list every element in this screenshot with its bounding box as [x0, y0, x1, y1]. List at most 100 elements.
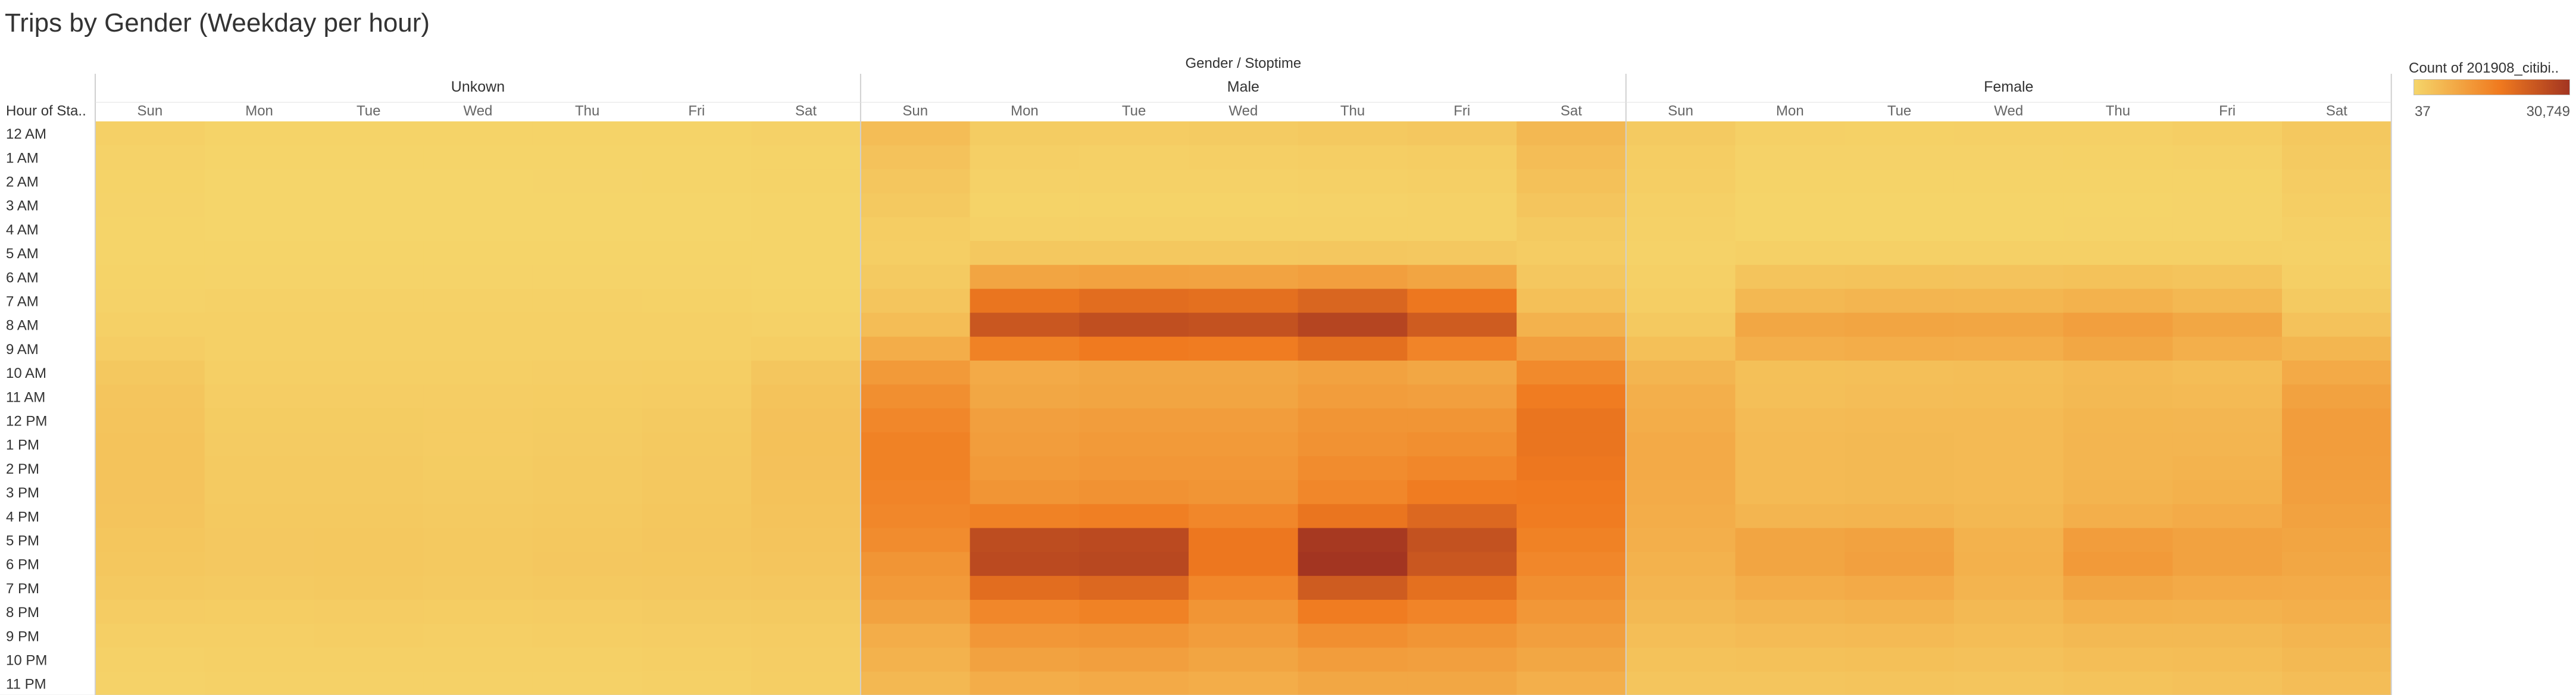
heatmap-cell: [2172, 600, 2283, 624]
heatmap-cell: [751, 647, 861, 672]
heatmap-cell: [314, 600, 424, 624]
heatmap-cell: [204, 289, 314, 314]
heatmap-cell: [1407, 217, 1517, 242]
heatmap-cell: [204, 671, 314, 695]
heatmap-cell: [2063, 193, 2173, 218]
heatmap-cell: [314, 193, 424, 218]
heatmap-cell: [1845, 480, 1955, 505]
day-label: Sat: [1561, 103, 1582, 119]
heatmap-cell: [860, 241, 971, 265]
heatmap-cell: [2172, 336, 2283, 361]
heatmap-cell: [1298, 361, 1408, 385]
heatmap-cell: [314, 408, 424, 433]
heatmap-cell: [1298, 121, 1408, 146]
hour-label: 2 PM: [6, 461, 39, 477]
heatmap-cell: [1189, 121, 1299, 146]
heatmap-cell: [2282, 552, 2392, 577]
heatmap-cell: [2063, 145, 2173, 170]
heatmap-cell: [751, 289, 861, 314]
hour-label: 12 AM: [6, 126, 46, 142]
heatmap-cell: [642, 241, 752, 265]
heatmap-cell: [2172, 456, 2283, 481]
heatmap-cell: [1079, 647, 1189, 672]
hour-label: 3 AM: [6, 198, 39, 214]
heatmap-cell: [2172, 169, 2283, 194]
heatmap-cell: [532, 624, 643, 648]
heatmap-cell: [1517, 265, 1627, 289]
day-label: Thu: [1340, 103, 1365, 119]
heatmap-cell: [642, 312, 752, 337]
heatmap-cell: [2172, 312, 2283, 337]
heatmap-cell: [1407, 552, 1517, 577]
heatmap-cell: [1735, 504, 1845, 528]
day-label: Mon: [1011, 103, 1039, 119]
heatmap-cell: [1517, 575, 1627, 600]
heatmap-cell: [1298, 193, 1408, 218]
heatmap-cell: [1407, 384, 1517, 409]
heatmap-cell: [2172, 193, 2283, 218]
heatmap-cell: [1189, 671, 1299, 695]
heatmap-cell: [1517, 600, 1627, 624]
heatmap-cell: [2282, 169, 2392, 194]
day-label: Sun: [1668, 103, 1693, 119]
heatmap-cell: [95, 528, 205, 553]
heatmap-cell: [2172, 647, 2283, 672]
heatmap-cell: [1517, 193, 1627, 218]
group-label-unkown: Unkown: [451, 79, 505, 95]
heatmap-cell: [1953, 552, 2064, 577]
heatmap-cell: [532, 289, 643, 314]
heatmap-cell: [970, 145, 1080, 170]
heatmap-cell: [2172, 671, 2283, 695]
heatmap-cell: [1953, 121, 2064, 146]
heatmap-cell: [423, 671, 533, 695]
heatmap-cell: [2172, 289, 2283, 314]
heatmap-cell: [1189, 504, 1299, 528]
heatmap-cell: [860, 312, 971, 337]
heatmap-cell: [1298, 624, 1408, 648]
heatmap-cell: [1189, 384, 1299, 409]
heatmap-cell: [1189, 480, 1299, 505]
hour-label: 3 PM: [6, 485, 39, 501]
heatmap-cell: [1298, 217, 1408, 242]
heatmap-cell: [1625, 289, 1736, 314]
heatmap-cell: [1298, 528, 1408, 553]
heatmap-cell: [423, 504, 533, 528]
day-label: Wed: [1228, 103, 1258, 119]
heatmap-cell: [1953, 504, 2064, 528]
heatmap-cell: [642, 384, 752, 409]
heatmap-cell: [204, 265, 314, 289]
heatmap-cell: [423, 312, 533, 337]
hour-label: 5 PM: [6, 533, 39, 549]
heatmap-cell: [2172, 217, 2283, 242]
heatmap-cell: [2172, 241, 2283, 265]
heatmap-cell: [970, 312, 1080, 337]
heatmap-cell: [970, 552, 1080, 577]
heatmap-cell: [1625, 217, 1736, 242]
heatmap-cell: [751, 265, 861, 289]
heatmap-cell: [1845, 408, 1955, 433]
heatmap-cell: [1298, 169, 1408, 194]
heatmap-cell: [2063, 528, 2173, 553]
heatmap-cell: [1845, 265, 1955, 289]
heatmap-cell: [642, 408, 752, 433]
heatmap-cell: [1953, 671, 2064, 695]
heatmap-cell: [314, 575, 424, 600]
heatmap-cell: [1189, 312, 1299, 337]
hour-label: 4 AM: [6, 222, 39, 238]
heatmap-cell: [2172, 528, 2283, 553]
heatmap-cell: [314, 336, 424, 361]
heatmap-cell: [860, 528, 971, 553]
day-label: Tue: [1887, 103, 1911, 119]
heatmap-cell: [1407, 624, 1517, 648]
heatmap-cell: [1953, 193, 2064, 218]
heatmap-cell: [2282, 647, 2392, 672]
heatmap-cell: [314, 169, 424, 194]
heatmap-cell: [2282, 528, 2392, 553]
heatmap-cell: [1845, 528, 1955, 553]
heatmap-cell: [1189, 647, 1299, 672]
heatmap-cell: [1953, 575, 2064, 600]
heatmap-cell: [1189, 145, 1299, 170]
heatmap-cell: [1845, 169, 1955, 194]
heatmap-cell: [642, 528, 752, 553]
heatmap-cell: [1407, 361, 1517, 385]
